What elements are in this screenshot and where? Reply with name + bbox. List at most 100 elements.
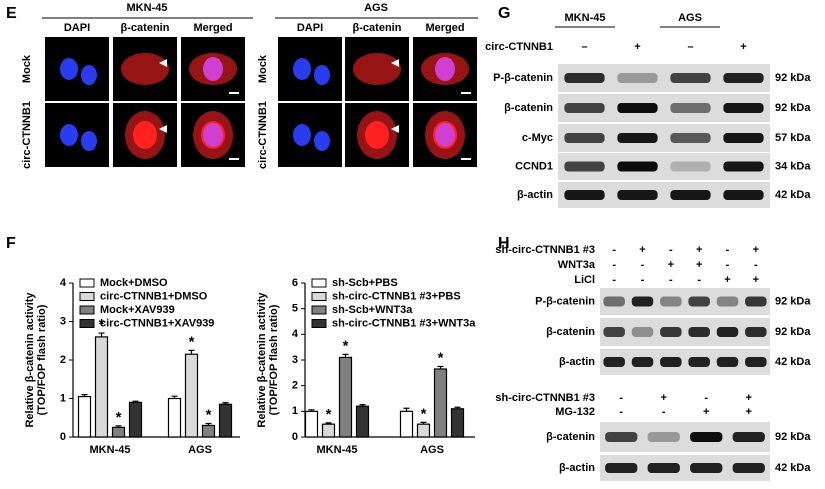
condition-sign: + <box>696 244 702 256</box>
condition-sign: + <box>724 274 730 286</box>
y-tick-label: 1 <box>60 392 66 404</box>
blot-band <box>603 296 625 307</box>
legend-label: Mock+DMSO <box>100 277 168 289</box>
legend-label: sh-Scb+WNT3a <box>332 304 413 316</box>
significance: * <box>189 333 195 350</box>
blot-band <box>617 161 658 172</box>
legend-label: sh-circ-CTNNB1 #3+WNT3a <box>332 317 476 329</box>
group-title: AGS <box>364 2 388 14</box>
blot-strip <box>600 349 770 375</box>
row-label: Mock <box>21 54 33 83</box>
condition-sign: – <box>581 41 587 53</box>
column-header: Merged <box>193 22 232 34</box>
y-tick-label: 5 <box>292 303 298 315</box>
legend-swatch <box>311 319 327 328</box>
blot-size: 92 kDa <box>775 72 811 84</box>
bar <box>416 423 431 438</box>
nucleus <box>81 131 97 151</box>
legend-swatch <box>79 319 95 328</box>
cell-core <box>133 121 157 149</box>
error-bar <box>188 349 195 355</box>
panel-label: G <box>498 5 510 22</box>
panel-label: F <box>6 235 16 252</box>
y-tick-label: 1 <box>292 405 298 417</box>
condition-sign: + <box>661 392 667 404</box>
blot-band <box>723 73 764 83</box>
error-bar <box>342 353 349 358</box>
blot-band <box>660 357 682 367</box>
significance: * <box>116 409 122 426</box>
blot-band <box>688 357 710 367</box>
arrowhead <box>159 125 167 133</box>
blot-band <box>647 463 680 473</box>
condition-label: WNT3a <box>558 259 596 271</box>
row-label: Mock <box>257 54 269 83</box>
nucleus-merged <box>435 123 455 147</box>
condition-sign: + <box>639 244 645 256</box>
blot-band <box>670 73 711 83</box>
error-bar <box>403 407 410 412</box>
legend-label: circ-CTNNB1+XAV939 <box>100 317 214 329</box>
bar <box>338 356 353 438</box>
blot-label: β-actin <box>517 189 553 201</box>
error-bar <box>222 402 229 405</box>
condition-label: MG-132 <box>555 406 595 418</box>
condition-sign: - <box>669 244 673 256</box>
blot-label: c-Myc <box>522 132 553 144</box>
y-tick-label: 0 <box>292 431 298 443</box>
blot-band <box>690 463 723 473</box>
bar <box>433 368 448 438</box>
condition-sign: - <box>669 274 673 286</box>
blot-band <box>716 296 739 307</box>
blot-band <box>688 296 710 307</box>
blot-label: CCND1 <box>515 160 553 172</box>
condition-sign: - <box>619 392 623 404</box>
y-axis-label: (TOP/FOP flash ratio) <box>36 304 48 415</box>
significance: * <box>421 405 427 422</box>
blot-size: 42 kDa <box>775 189 811 201</box>
condition-sign: - <box>726 259 730 271</box>
condition-sign: - <box>697 274 701 286</box>
blot-band <box>723 161 764 172</box>
y-axis-label: Relative β-catenin activity <box>256 292 268 428</box>
panel-label: E <box>6 5 17 22</box>
significance: * <box>206 406 212 423</box>
column-header: β-catenin <box>121 22 170 34</box>
nucleus <box>293 124 311 146</box>
legend-swatch <box>79 305 95 315</box>
error-bar <box>359 404 366 407</box>
legend-label: circ-CTNNB1+DMSO <box>100 290 208 302</box>
blot-size: 34 kDa <box>775 160 811 172</box>
condition-sign: + <box>746 406 752 418</box>
condition-sign: + <box>746 392 752 404</box>
column-header: Merged <box>425 22 464 34</box>
bar <box>355 405 370 438</box>
condition-sign: - <box>754 259 758 271</box>
nucleus <box>293 58 311 80</box>
condition-sign: + <box>753 274 759 286</box>
condition-sign: - <box>612 259 616 271</box>
blot-size: 57 kDa <box>775 132 811 144</box>
blot-band <box>688 327 710 337</box>
blot-band <box>660 327 682 337</box>
blot-band <box>564 103 605 113</box>
y-tick-label: 4 <box>60 277 67 289</box>
x-tick-label: MKN-45 <box>90 444 131 456</box>
blot-band <box>745 296 767 307</box>
blot-strip <box>600 288 770 315</box>
blot-band <box>670 133 711 143</box>
blot-band <box>603 327 625 337</box>
cell <box>353 53 401 85</box>
bar <box>94 336 109 438</box>
blot-band <box>660 296 682 307</box>
significance: * <box>99 316 105 333</box>
blot-band <box>716 357 739 367</box>
condition-sign: + <box>634 41 640 53</box>
blot-band <box>745 357 767 367</box>
error-bar <box>81 394 88 397</box>
y-tick-label: 3 <box>60 315 66 327</box>
blot-label: β-actin <box>559 462 595 474</box>
bar <box>184 353 199 438</box>
condition-label: circ-CTNNB1 <box>485 41 553 53</box>
